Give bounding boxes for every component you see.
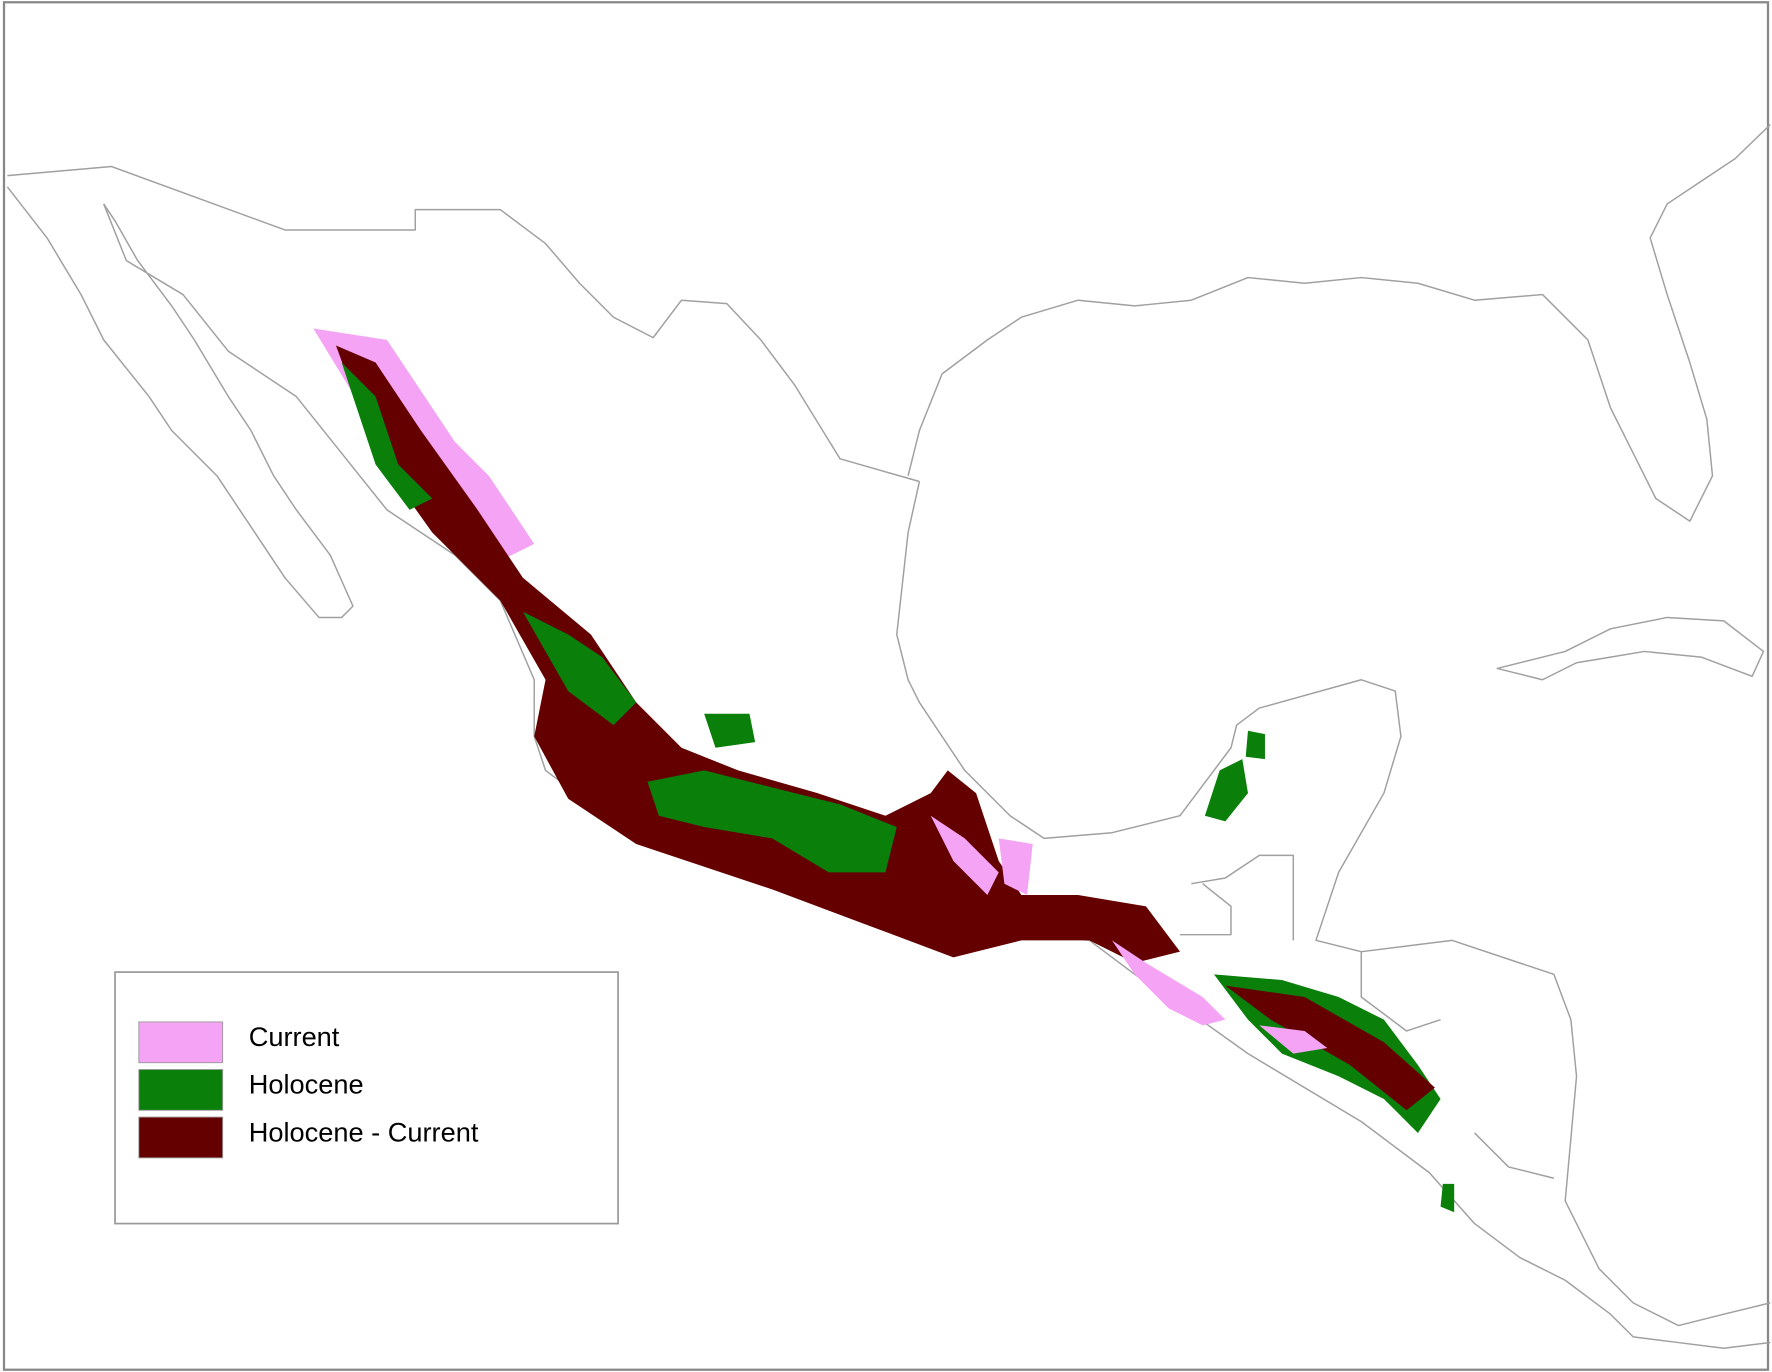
legend-swatch <box>138 1021 224 1064</box>
holocene-area <box>522 611 637 726</box>
legend-label: Holocene <box>249 1069 364 1100</box>
holocene-area <box>1204 759 1248 822</box>
holocene-area <box>341 362 433 510</box>
current-area <box>930 815 999 896</box>
holocene-area <box>1440 1183 1455 1213</box>
coastlines <box>6 124 1771 1349</box>
holocene-area <box>647 770 897 873</box>
legend-label: Holocene - Current <box>249 1116 479 1147</box>
holocene-area <box>704 713 756 748</box>
legend-swatch <box>138 1116 224 1159</box>
current-area <box>1112 940 1226 1026</box>
current-area <box>998 838 1033 896</box>
holocene-area <box>1245 730 1265 760</box>
distribution <box>313 328 1455 1213</box>
legend-swatch <box>138 1069 224 1111</box>
legend: Current Holocene Holocene - Current <box>114 971 619 1225</box>
holocene-current-area <box>335 345 1181 964</box>
current-area <box>1259 1025 1328 1054</box>
legend-label: Current <box>249 1021 340 1052</box>
holocene-current-area <box>1225 985 1435 1111</box>
